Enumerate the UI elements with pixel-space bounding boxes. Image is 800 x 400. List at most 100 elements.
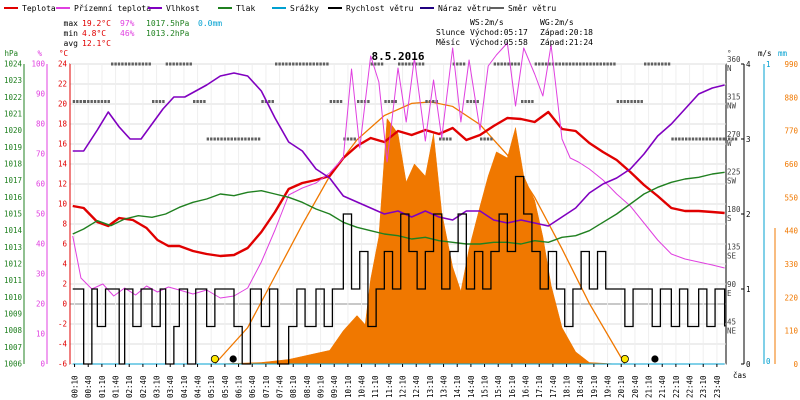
- wind-direction-point: [568, 62, 572, 66]
- time-tick-label: 01:40: [112, 375, 121, 398]
- time-label-group: 14:10: [453, 375, 462, 398]
- wind-direction-point: [240, 137, 244, 141]
- wind-direction-point: [555, 62, 558, 66]
- time-tick-label: 07:40: [276, 375, 285, 398]
- time-label-group: 06:40: [248, 375, 257, 398]
- wind-speed-line: [72, 175, 726, 365]
- stats-value: 1017.5hPa: [146, 19, 190, 28]
- time-label-group: 14:40: [467, 375, 476, 398]
- temp-tick-label: 0: [62, 300, 67, 309]
- temp-tick-label: 20: [58, 100, 68, 109]
- wind-direction-point: [391, 100, 394, 103]
- stats-label: avg: [64, 39, 79, 48]
- time-tick-label: 12:10: [399, 375, 408, 398]
- sunset-marker: [620, 354, 629, 363]
- time-tick-label: 10:40: [358, 375, 367, 398]
- moon-rise: Východ:05:58: [470, 38, 528, 47]
- wind-direction-point: [606, 62, 609, 66]
- wind-direction-point: [428, 100, 432, 103]
- wind-direction-point: [575, 62, 579, 66]
- legend-label: Srážky: [290, 4, 319, 13]
- wind-direction-point: [141, 62, 145, 66]
- time-tick-label: 02:40: [139, 375, 148, 398]
- wind-direction-point: [719, 137, 722, 141]
- wind-direction-point: [644, 62, 647, 66]
- wind-direction-point: [734, 137, 738, 141]
- time-tick-label: 11:40: [385, 375, 394, 398]
- wind-direction-point: [541, 62, 544, 66]
- wind-direction-point: [623, 100, 626, 103]
- time-label-group: 22:10: [672, 375, 681, 398]
- wind-direction-point: [199, 100, 203, 103]
- time-tick-label: 02:10: [125, 375, 134, 398]
- hpa-tick-label: 1009: [4, 310, 22, 319]
- legend-label: Teplota: [22, 4, 56, 13]
- hpa-tick-label: 1010: [4, 293, 23, 302]
- wind-ws: WS:2m/s: [470, 18, 504, 27]
- time-tick-label: 10:10: [344, 375, 353, 398]
- wind-direction-point: [350, 137, 353, 141]
- wind-direction-point: [691, 137, 695, 141]
- wind-direction-point: [633, 100, 637, 103]
- dir-tick-label: 225: [727, 168, 741, 177]
- wind-direction-point: [182, 62, 186, 66]
- time-label-group: 12:40: [412, 375, 421, 398]
- wind-direction-point: [179, 62, 182, 66]
- temp-tick-label: 12: [58, 180, 67, 189]
- wind-direction-point: [517, 62, 520, 66]
- wind-direction-point: [302, 62, 305, 66]
- wind-direction-point: [169, 62, 172, 66]
- hpa-tick-label: 1024: [4, 60, 23, 69]
- wind-direction-point: [620, 100, 623, 103]
- wind-direction-point: [353, 137, 356, 141]
- legend-label: Náraz větru: [438, 4, 491, 13]
- wind-direction-point: [456, 62, 459, 66]
- wind-direction-point: [148, 62, 151, 66]
- wind-direction-point: [193, 100, 196, 103]
- wind-direction-point: [404, 62, 408, 66]
- temp-tick-label: 14: [58, 160, 68, 169]
- time-tick-label: 13:40: [440, 375, 449, 398]
- wind-direction-point: [538, 62, 541, 66]
- time-label-group: 13:10: [426, 375, 435, 398]
- wind-direction-point: [490, 137, 493, 141]
- wind-direction-point: [401, 62, 404, 66]
- wind-direction-point: [216, 137, 220, 141]
- dir-tick-label: 135: [727, 243, 741, 252]
- time-tick-label: 20:10: [617, 375, 626, 398]
- time-label-group: 15:10: [481, 375, 490, 398]
- time-tick-label: 15:10: [481, 375, 490, 398]
- wind-direction-point: [592, 62, 596, 66]
- hpa-tick-label: 1011: [4, 276, 22, 285]
- time-label-group: 23:10: [699, 375, 708, 398]
- wind-direction-point: [724, 137, 728, 141]
- wind-direction-point: [333, 100, 336, 103]
- wind-direction-point: [609, 62, 613, 66]
- hpa-tick-label: 1015: [4, 210, 22, 219]
- dir-tick-label: SW: [727, 177, 737, 186]
- wind-direction-point: [442, 137, 445, 141]
- time-tick-label: 18:40: [576, 375, 585, 398]
- time-tick-label: 15:40: [494, 375, 503, 398]
- hpa-tick-label: 1019: [4, 143, 22, 152]
- wind-direction-point: [715, 137, 719, 141]
- time-label-group: 17:10: [535, 375, 544, 398]
- time-label-group: 09:10: [317, 375, 326, 398]
- wind-direction-point: [524, 100, 527, 103]
- wind-direction-point: [367, 100, 370, 103]
- wind-direction-point: [134, 62, 138, 66]
- time-label-group: 17:40: [549, 375, 558, 398]
- wind-direction-point: [613, 62, 616, 66]
- time-label-group: 18:40: [576, 375, 585, 398]
- temp-tick-label: 16: [58, 140, 68, 149]
- wind-direction-point: [408, 62, 411, 66]
- wind-direction-point: [449, 137, 452, 141]
- sun-label: Slunce: [436, 28, 465, 37]
- wind-direction-point: [466, 100, 469, 103]
- wind-direction-point: [83, 100, 87, 103]
- wind-direction-point: [281, 62, 285, 66]
- dir-tick-label: 270: [727, 130, 741, 139]
- temp-tick-label: -2: [58, 320, 67, 329]
- wind-direction-point: [599, 62, 602, 66]
